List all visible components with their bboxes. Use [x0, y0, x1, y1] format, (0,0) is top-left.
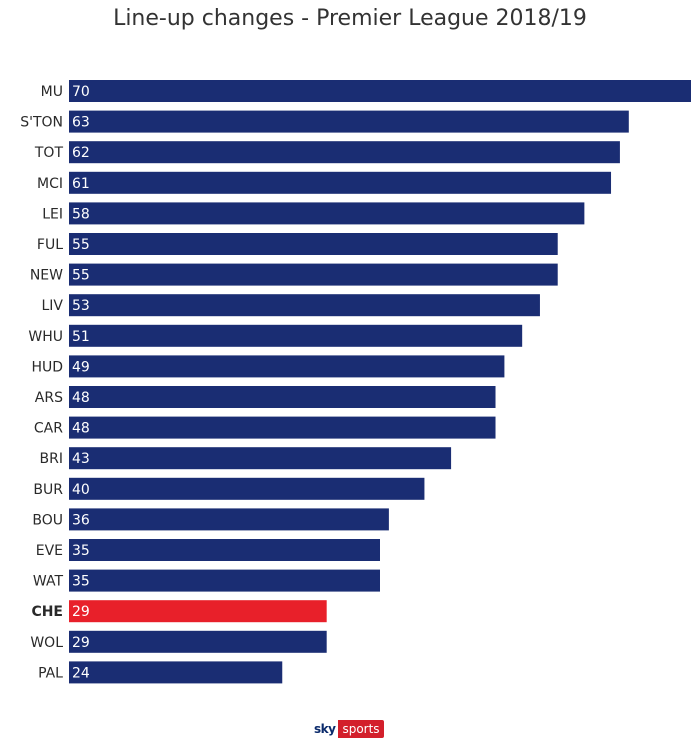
- bar-ston: [69, 110, 629, 133]
- category-label: EVE: [36, 543, 63, 559]
- category-label: WAT: [33, 574, 64, 590]
- value-label: 63: [72, 115, 90, 131]
- bar-car: [69, 416, 496, 439]
- category-label: FUL: [37, 237, 63, 253]
- bar-wol: [69, 630, 327, 653]
- category-label: LEI: [42, 206, 63, 222]
- category-label: TOT: [34, 145, 64, 161]
- value-label: 36: [72, 512, 90, 528]
- logo-sky-text: sky: [311, 720, 339, 738]
- bar-wat: [69, 569, 380, 592]
- bar-tot: [69, 141, 620, 164]
- category-label: MU: [41, 84, 63, 100]
- value-label: 29: [72, 604, 90, 620]
- category-label: BUR: [33, 482, 63, 498]
- bar-liv: [69, 294, 540, 317]
- value-label: 35: [72, 543, 90, 559]
- category-label: BOU: [32, 512, 63, 528]
- category-label: WOL: [30, 635, 63, 651]
- value-label: 35: [72, 574, 90, 590]
- category-label: WHU: [28, 329, 63, 345]
- logo-sports-text: sports: [338, 720, 384, 738]
- value-label: 55: [72, 237, 90, 253]
- value-label: 62: [72, 145, 90, 161]
- value-label: 29: [72, 635, 90, 651]
- bar-ful: [69, 233, 558, 255]
- value-label: 43: [72, 451, 90, 467]
- bar-bou: [69, 508, 389, 531]
- bar-bur: [69, 477, 425, 500]
- category-label: NEW: [30, 268, 63, 284]
- sky-sports-logo: sky sports: [311, 720, 384, 738]
- bar-mci: [69, 171, 612, 194]
- bar-new: [69, 263, 558, 286]
- value-label: 58: [72, 206, 90, 222]
- category-label: HUD: [31, 359, 63, 375]
- value-label: 70: [72, 84, 90, 100]
- value-label: 48: [72, 390, 90, 406]
- value-label: 55: [72, 268, 90, 284]
- value-label: 61: [72, 176, 90, 192]
- category-label: CAR: [34, 421, 63, 437]
- bar-che: [69, 600, 327, 623]
- value-label: 51: [72, 329, 90, 345]
- value-label: 24: [72, 665, 90, 681]
- category-label: ARS: [35, 390, 63, 406]
- value-label: 48: [72, 421, 90, 437]
- value-label: 40: [72, 482, 90, 498]
- category-label: S'TON: [20, 115, 63, 131]
- category-label: BRI: [40, 451, 63, 467]
- bar-hud: [69, 355, 505, 378]
- category-label: PAL: [38, 665, 63, 681]
- category-label: LIV: [41, 298, 63, 314]
- category-label: CHE: [31, 604, 63, 620]
- value-label: 53: [72, 298, 90, 314]
- bar-whu: [69, 324, 523, 347]
- bar-mu: [69, 80, 691, 102]
- bar-pal: [69, 661, 283, 684]
- category-label: MCI: [37, 176, 63, 192]
- bar-ars: [69, 386, 496, 408]
- value-label: 49: [72, 359, 90, 375]
- chart-title: Line-up changes - Premier League 2018/19: [113, 6, 587, 31]
- bar-eve: [69, 539, 380, 561]
- bar-bri: [69, 447, 452, 470]
- bar-lei: [69, 202, 585, 225]
